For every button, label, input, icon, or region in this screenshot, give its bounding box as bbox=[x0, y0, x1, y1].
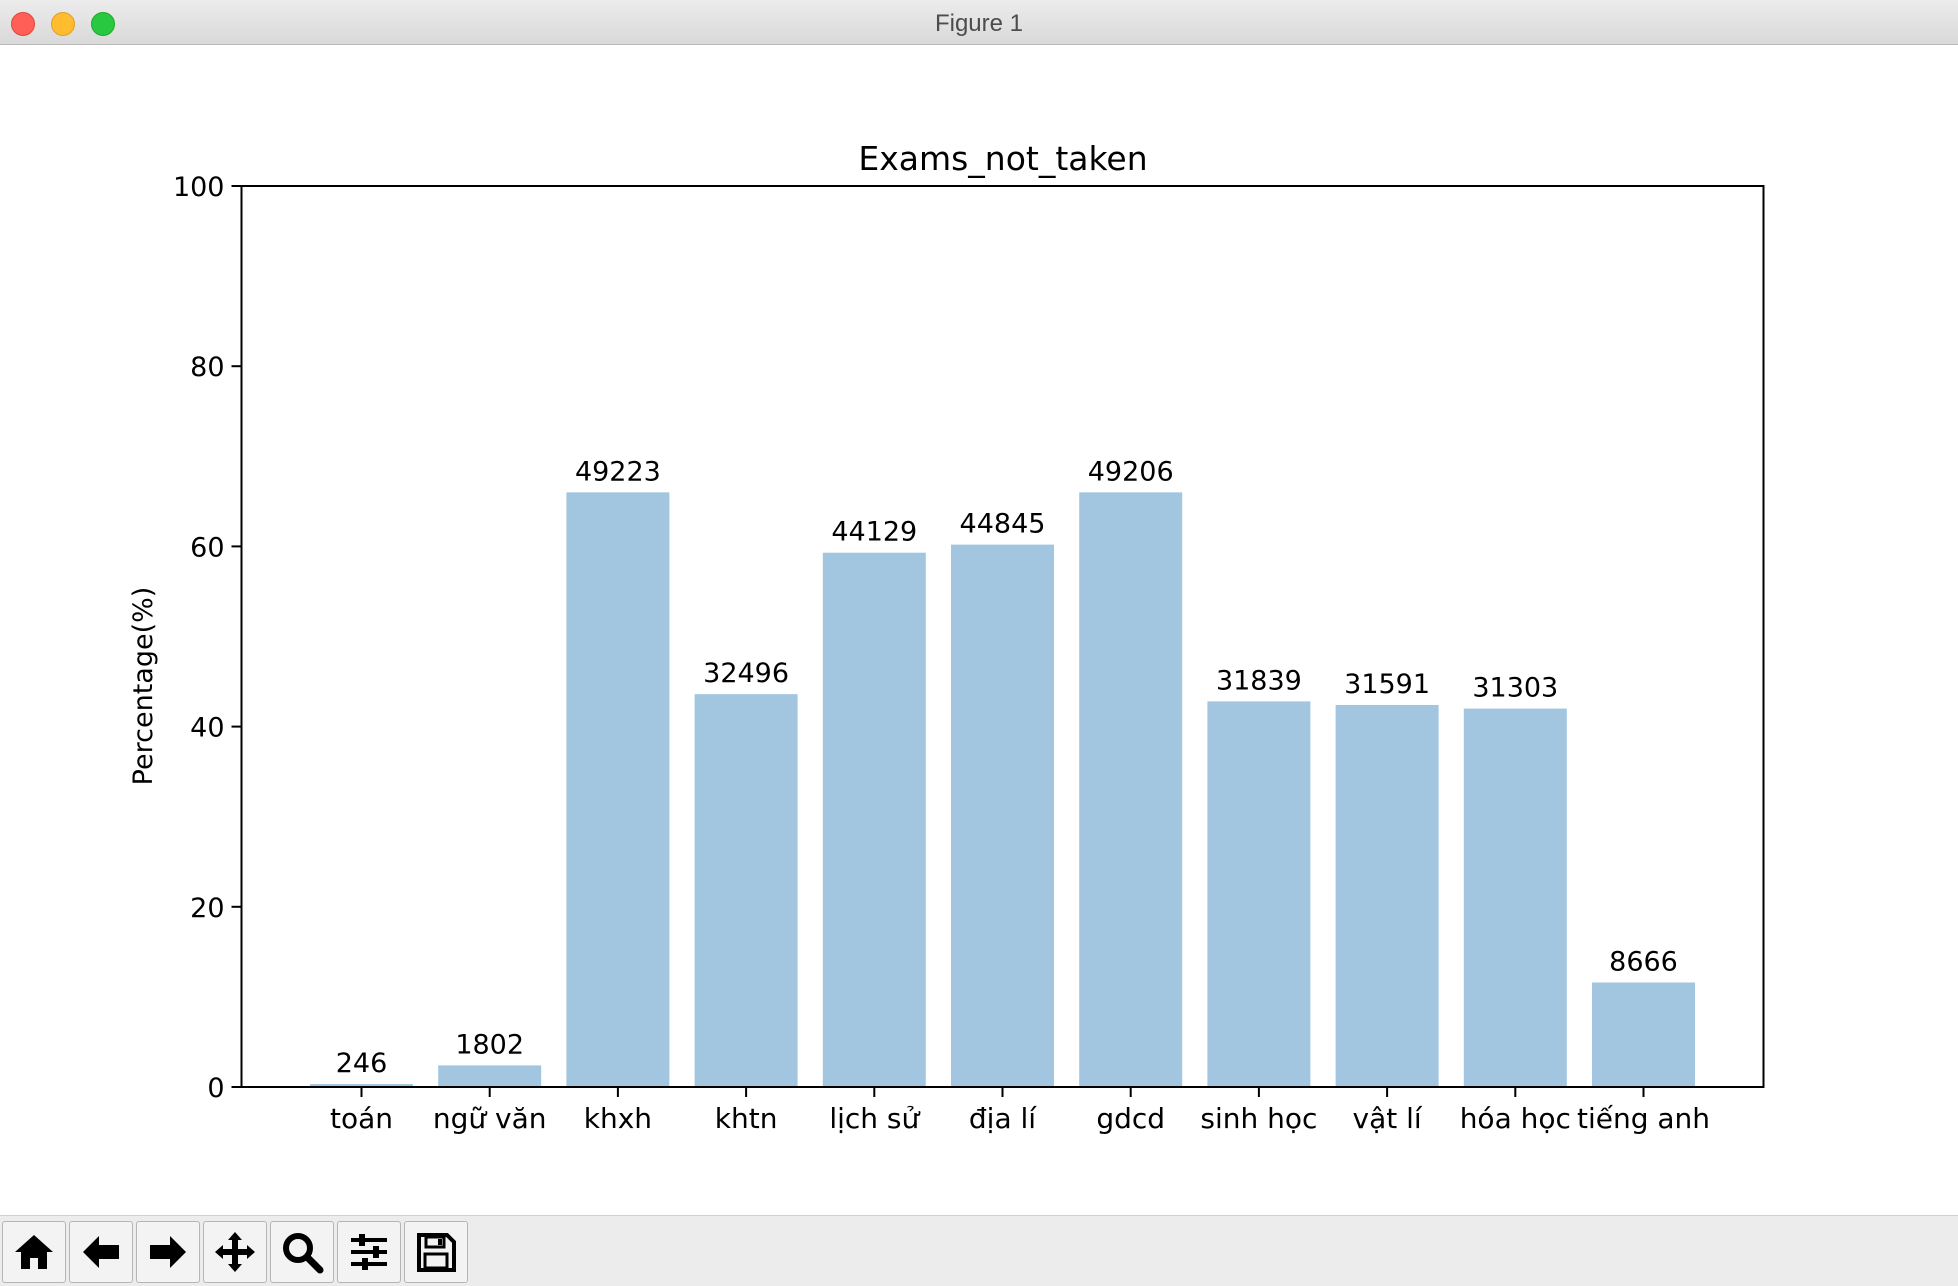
bar bbox=[822, 552, 926, 1087]
y-tick-label: 60 bbox=[190, 532, 224, 563]
bar-value-label: 32496 bbox=[703, 658, 789, 689]
bar bbox=[1592, 982, 1695, 1087]
bar bbox=[694, 694, 798, 1087]
y-tick-label: 80 bbox=[190, 352, 224, 383]
maximize-window-button[interactable] bbox=[91, 12, 115, 36]
bar bbox=[566, 492, 670, 1088]
arrow-left-icon bbox=[83, 1236, 119, 1268]
arrow-right-icon bbox=[150, 1236, 186, 1268]
x-axis: toán ngữ văn khxh khtn lịch sử địa lí gdcd sinh… bbox=[330, 1087, 1710, 1135]
forward-button[interactable] bbox=[136, 1221, 200, 1283]
bar-value-label: 31303 bbox=[1472, 673, 1558, 704]
home-icon bbox=[15, 1235, 53, 1269]
minimize-window-button[interactable] bbox=[51, 12, 75, 36]
chart-title: Exams_not_taken bbox=[858, 139, 1147, 178]
y-tick-label: 40 bbox=[190, 713, 224, 744]
bar bbox=[1207, 701, 1311, 1087]
bar bbox=[951, 544, 1054, 1087]
x-tick-label: toán bbox=[330, 1102, 393, 1135]
bar-value-label: 31591 bbox=[1344, 669, 1430, 700]
plot-frame bbox=[240, 185, 1765, 1088]
sliders-icon bbox=[351, 1234, 387, 1270]
bar-value-label: 31839 bbox=[1216, 665, 1302, 696]
y-axis-label: Percentage(%) bbox=[128, 587, 159, 786]
bar-value-label: 44845 bbox=[960, 509, 1046, 540]
x-tick-label: sinh học bbox=[1200, 1102, 1317, 1135]
y-tick-label: 0 bbox=[207, 1073, 224, 1104]
x-tick-label: địa lí bbox=[969, 1102, 1037, 1135]
bar-value-label: 8666 bbox=[1609, 946, 1678, 977]
x-tick-label: khtn bbox=[715, 1102, 778, 1135]
configure-subplots-button[interactable] bbox=[337, 1221, 401, 1283]
y-axis: 0 20 40 60 80 100 bbox=[173, 172, 242, 1104]
bar bbox=[1079, 492, 1183, 1088]
close-window-button[interactable] bbox=[11, 12, 35, 36]
bars: 246 1802 49223 32496 44129 44845 49206 31839 315… bbox=[310, 456, 1695, 1088]
title-bar: Figure 1 bbox=[0, 0, 1958, 45]
move-icon bbox=[215, 1232, 255, 1272]
floppy-disk-icon bbox=[417, 1233, 456, 1272]
bar-value-label: 1802 bbox=[455, 1029, 524, 1060]
bar-value-label: 44129 bbox=[831, 517, 917, 548]
y-tick-label: 100 bbox=[173, 172, 225, 203]
pan-button[interactable] bbox=[203, 1221, 267, 1283]
x-tick-label: ngữ văn bbox=[433, 1102, 547, 1135]
x-tick-label: tiếng anh bbox=[1577, 1102, 1710, 1135]
x-tick-label: gdcd bbox=[1096, 1102, 1165, 1135]
x-tick-label: vật lí bbox=[1353, 1102, 1423, 1135]
x-tick-label: khxh bbox=[584, 1102, 652, 1135]
navigation-toolbar bbox=[0, 1215, 1958, 1286]
x-tick-label: lịch sử bbox=[829, 1102, 920, 1135]
window-title: Figure 1 bbox=[934, 10, 1024, 37]
figure-canvas: Exams_not_taken Percentage(%) 0 20 40 60 80 1… bbox=[0, 45, 1958, 1215]
bar bbox=[1463, 708, 1567, 1087]
bar bbox=[310, 1084, 413, 1087]
home-button[interactable] bbox=[2, 1221, 66, 1283]
bar bbox=[1335, 704, 1439, 1087]
bar bbox=[438, 1065, 542, 1087]
save-button[interactable] bbox=[404, 1221, 468, 1283]
bar-chart: Exams_not_taken Percentage(%) 0 20 40 60 80 1… bbox=[128, 139, 1765, 1135]
back-button[interactable] bbox=[69, 1221, 133, 1283]
x-tick-label: hóa học bbox=[1460, 1102, 1571, 1135]
bar-value-label: 246 bbox=[336, 1048, 388, 1079]
bar-value-label: 49223 bbox=[575, 456, 661, 487]
magnifier-icon bbox=[283, 1233, 324, 1274]
y-tick-label: 20 bbox=[190, 893, 224, 924]
bar-value-label: 49206 bbox=[1088, 456, 1174, 487]
zoom-button[interactable] bbox=[270, 1221, 334, 1283]
